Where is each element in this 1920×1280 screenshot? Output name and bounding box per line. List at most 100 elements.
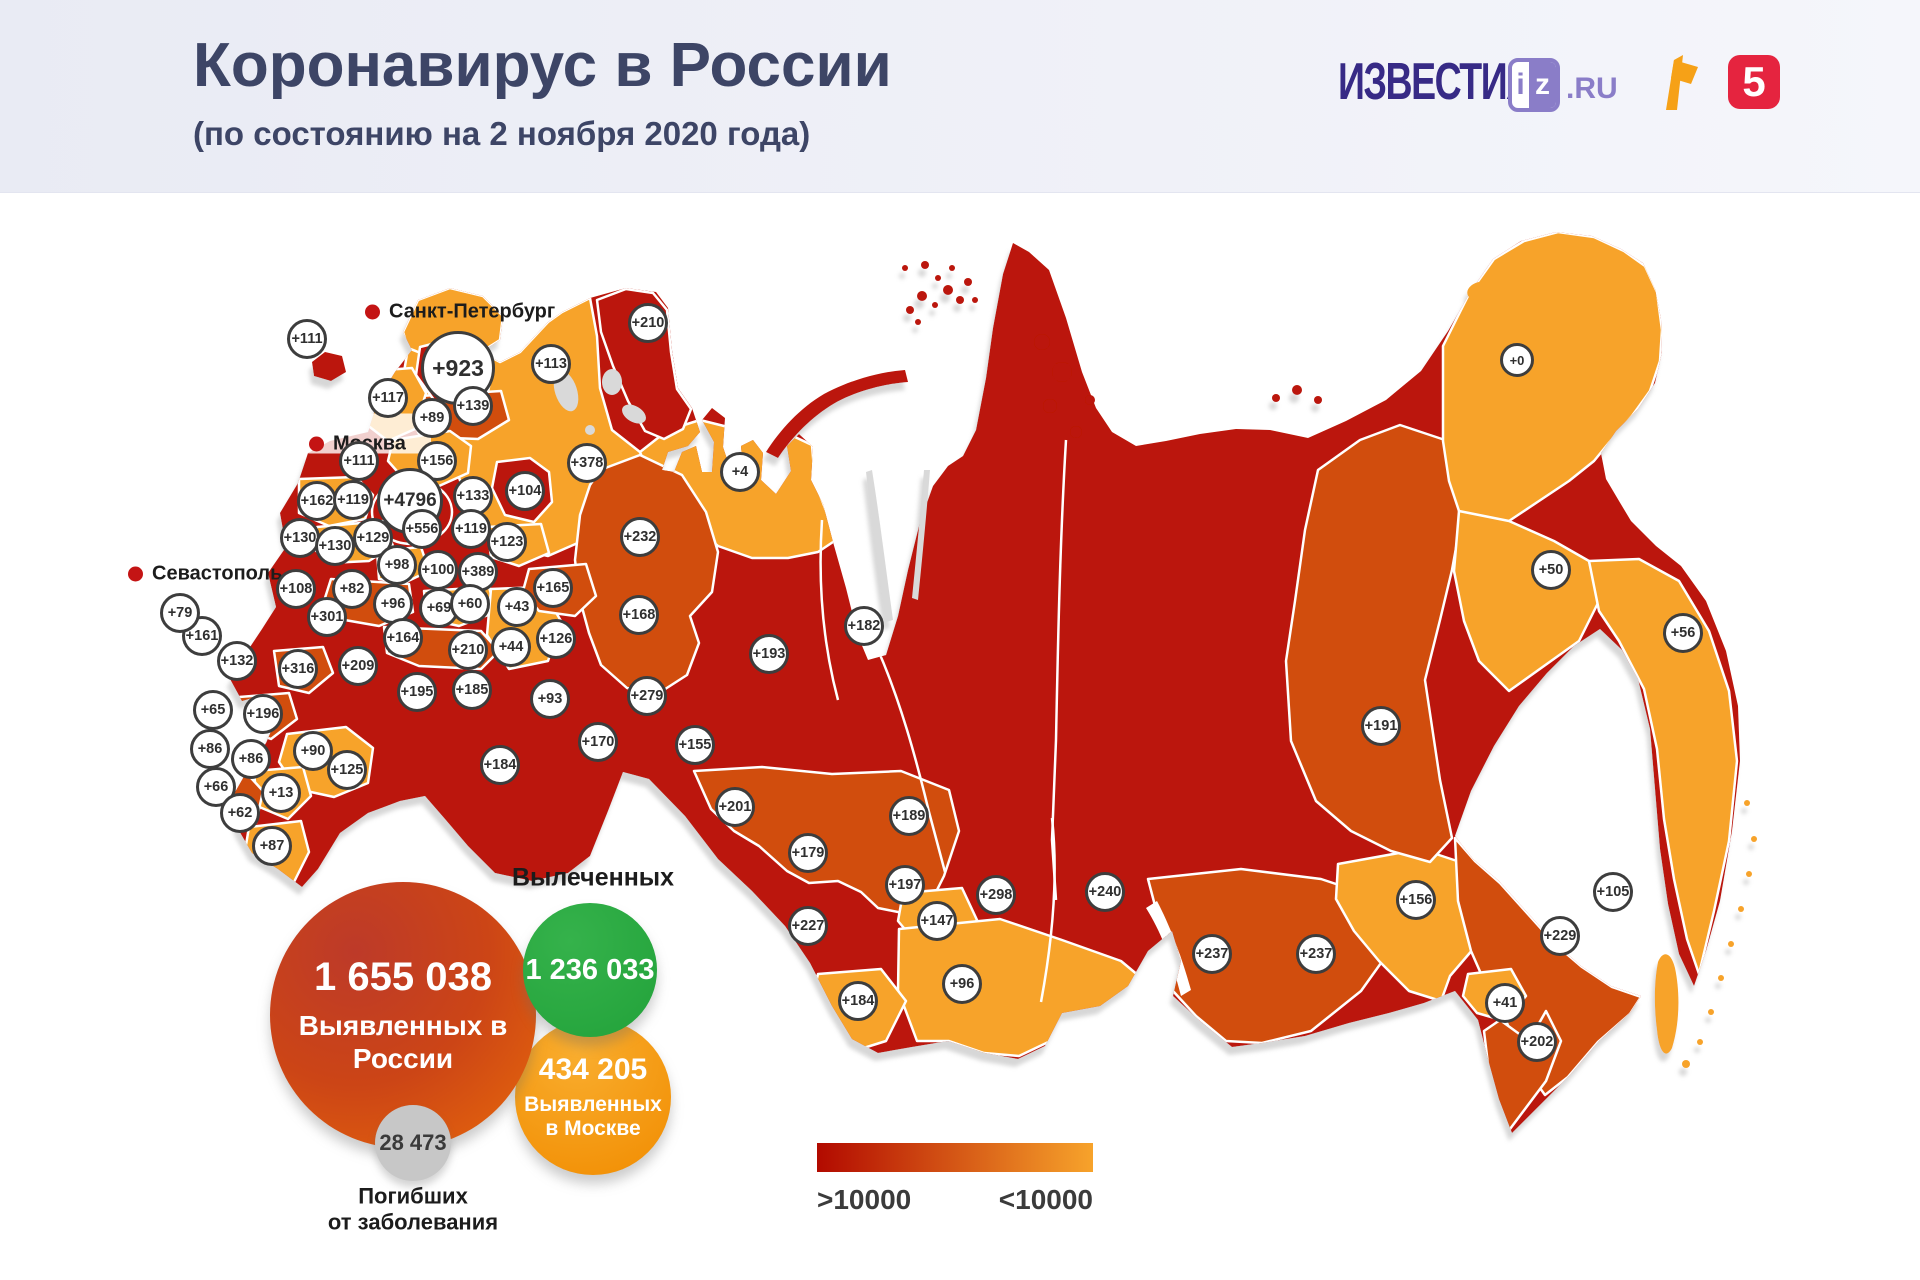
region-badge: +111 — [287, 319, 327, 359]
region-badge: +184 — [838, 981, 878, 1021]
region-badge: +113 — [531, 344, 571, 384]
region-badge: +240 — [1085, 872, 1125, 912]
region-badge: +4796 — [377, 468, 443, 534]
city-label: Санкт-Петербург — [365, 301, 555, 324]
region-badge: +69 — [419, 588, 459, 628]
region-badge: +13 — [261, 773, 301, 813]
region-badge: +298 — [976, 875, 1016, 915]
legend-right-label: <10000 — [998, 1184, 1093, 1215]
region-badge: +164 — [383, 618, 423, 658]
region-badge: +126 — [536, 619, 576, 659]
region-badge: +556 — [402, 509, 442, 549]
channel-five-logo: 5 — [1728, 55, 1780, 109]
region-badge: +108 — [276, 569, 316, 609]
region-badge: +50 — [1531, 550, 1571, 590]
recovered-label: Вылеченных — [511, 863, 675, 892]
region-badge: +130 — [280, 518, 320, 558]
city-dot — [309, 436, 324, 452]
region-badge: +119 — [451, 509, 491, 549]
region-badge: +147 — [917, 901, 957, 941]
region-badge: +60 — [450, 584, 490, 624]
region-badge: +87 — [252, 826, 292, 866]
page-subtitle: (по состоянию на 2 ноября 2020 года) — [193, 115, 811, 152]
city-label: Москва — [301, 413, 431, 456]
region-badge: +185 — [452, 670, 492, 710]
region-badge: +161 — [182, 616, 222, 656]
recovered-bubble: 1 236 033 — [523, 903, 657, 1037]
recovered-value: 1 236 033 — [525, 953, 655, 986]
region-badge: +237 — [1296, 934, 1336, 974]
legend-left-label: >10000 — [817, 1184, 912, 1215]
region-badge: +123 — [487, 522, 527, 562]
region-badge: +389 — [458, 552, 498, 592]
legend-gradient-bar — [817, 1143, 1093, 1172]
city-label: Севастополь — [128, 563, 282, 586]
region-badge: +119 — [333, 480, 373, 520]
region-badge: +130 — [315, 526, 355, 566]
region-badge: +202 — [1517, 1022, 1557, 1062]
region-badge: +165 — [533, 568, 573, 608]
region-badge: +89 — [412, 398, 452, 438]
region-badge: +182 — [844, 606, 884, 646]
region-badge: +111 — [339, 441, 379, 481]
russia-total-bubble: 1 655 038 Выявленных в России — [270, 882, 536, 1148]
region-badge: +62 — [220, 793, 260, 833]
region-badge: +189 — [889, 796, 929, 836]
region-badge: +132 — [217, 641, 257, 681]
region-badge: +133 — [453, 476, 493, 516]
region-badge: +125 — [327, 750, 367, 790]
region-badge: +162 — [297, 481, 337, 521]
region-badge: +100 — [418, 550, 458, 590]
region-badge: +191 — [1361, 706, 1401, 746]
russia-total-value: 1 655 038 — [314, 955, 492, 1000]
region-badge: +229 — [1540, 916, 1580, 956]
region-badge: +184 — [480, 745, 520, 785]
russia-total-label: Выявленных в России — [298, 1010, 508, 1074]
region-badge: +79 — [160, 593, 200, 633]
region-badge: +56 — [1663, 613, 1703, 653]
izvestia-logo: ИЗВЕСТИЯ — [1338, 53, 1533, 111]
region-badge: +301 — [307, 597, 347, 637]
region-badge: +196 — [243, 694, 283, 734]
region-badge: +93 — [530, 679, 570, 719]
region-badge: +170 — [578, 722, 618, 762]
region-badge: +316 — [278, 649, 318, 689]
region-badge: +98 — [377, 545, 417, 585]
region-badge: +378 — [567, 443, 607, 483]
region-badge: +86 — [231, 739, 271, 779]
header: Коронавирус в России (по состоянию на 2 … — [0, 0, 1920, 193]
region-badge: +66 — [196, 767, 236, 807]
region-badge: +193 — [749, 634, 789, 674]
ren-tv-logo — [1666, 55, 1698, 110]
region-badge: +156 — [1396, 880, 1436, 920]
city-dot — [128, 566, 143, 582]
region-badge: +237 — [1192, 934, 1232, 974]
region-badge: +168 — [619, 595, 659, 635]
region-badge: +201 — [715, 787, 755, 827]
region-badge: +0 — [1500, 343, 1534, 377]
region-badge: +43 — [497, 587, 537, 627]
region-badge: +86 — [190, 729, 230, 769]
moscow-total-bubble: 434 205 Выявленных в Москве — [515, 1019, 671, 1175]
region-badge: +129 — [353, 518, 393, 558]
region-badge: +195 — [397, 672, 437, 712]
region-badge: +105 — [1593, 872, 1633, 912]
region-badge: +156 — [417, 441, 457, 481]
region-badge: +227 — [788, 906, 828, 946]
page-title: Коронавирус в России — [193, 31, 892, 100]
region-badge: +117 — [368, 378, 408, 418]
region-badge: +923 — [421, 331, 495, 405]
region-badge: +4 — [720, 452, 760, 492]
region-badge: +96 — [942, 964, 982, 1004]
moscow-total-value: 434 205 — [538, 1052, 648, 1086]
region-badge: +279 — [627, 676, 667, 716]
region-badge: +232 — [620, 517, 660, 557]
region-badge: +44 — [491, 627, 531, 667]
deaths-bubble: 28 473 — [375, 1105, 451, 1181]
region-badge: +65 — [193, 690, 233, 730]
region-badge: +82 — [332, 569, 372, 609]
region-badge: +179 — [788, 833, 828, 873]
region-badge: +139 — [453, 386, 493, 426]
